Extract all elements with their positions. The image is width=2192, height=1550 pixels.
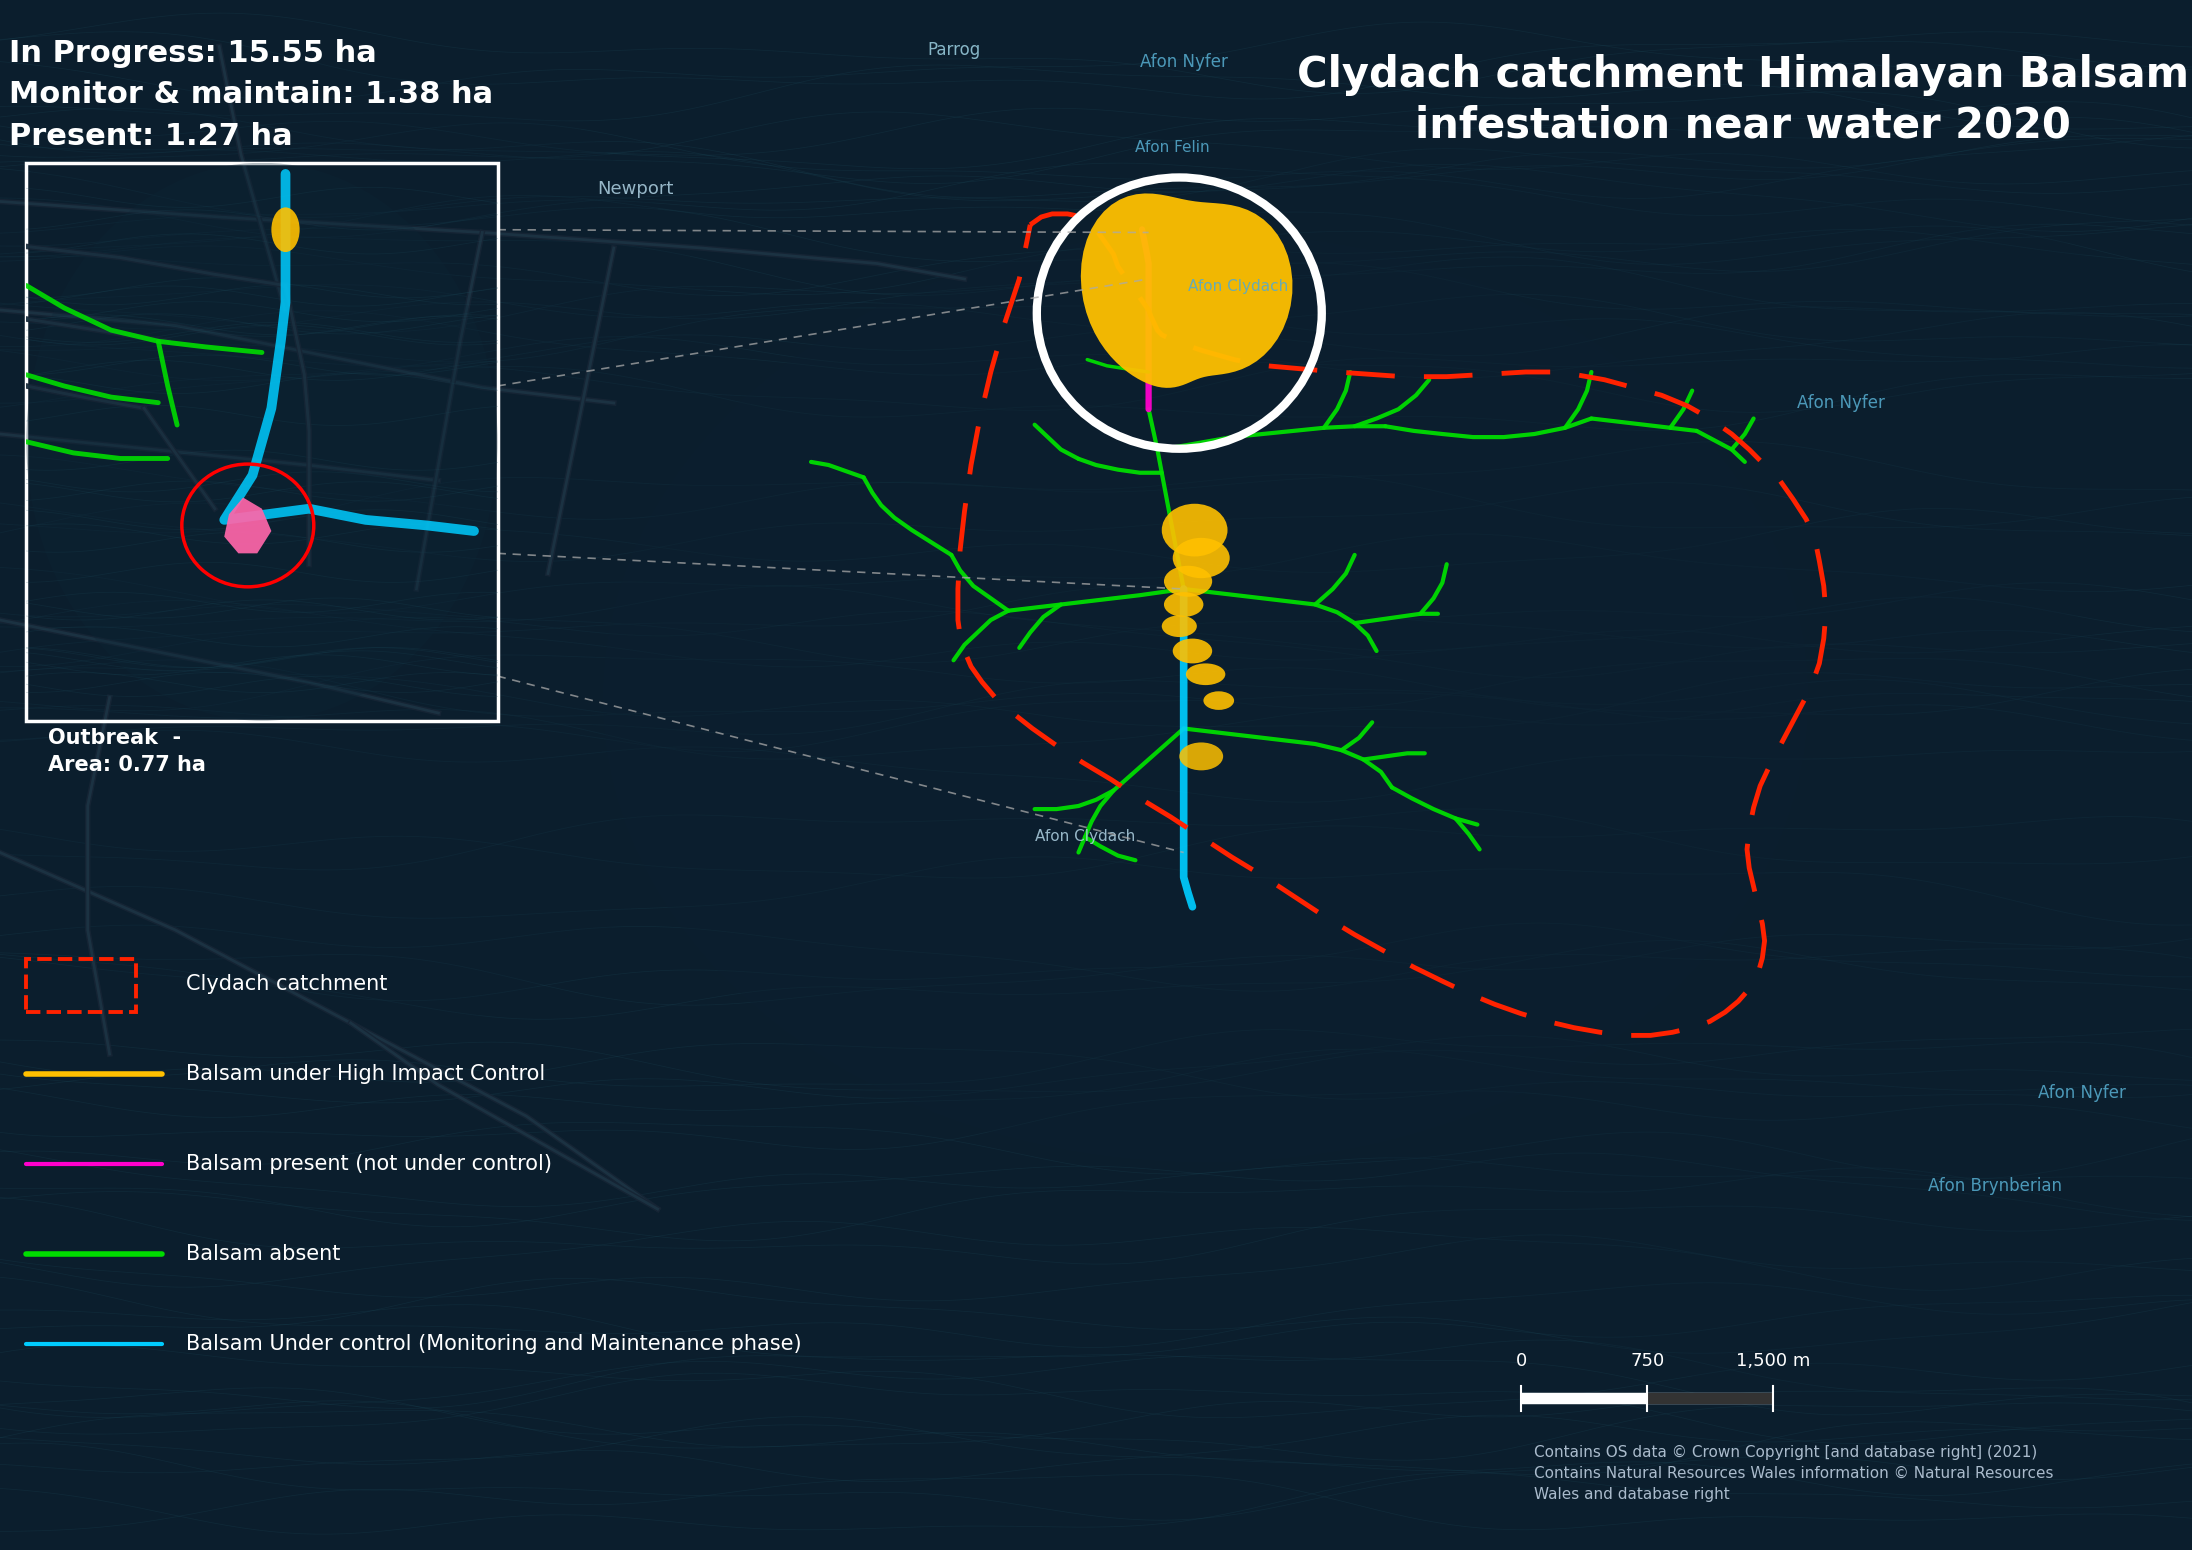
Ellipse shape [1162, 504, 1228, 556]
Ellipse shape [1337, 535, 2192, 1387]
Ellipse shape [1164, 592, 1203, 617]
Text: Outbreak  -
Area: 0.77 ha: Outbreak - Area: 0.77 ha [48, 728, 206, 775]
Polygon shape [224, 498, 272, 553]
Ellipse shape [1186, 663, 1225, 685]
Text: Afon Clydach: Afon Clydach [1035, 829, 1135, 845]
Ellipse shape [603, 232, 1808, 1162]
Text: Afon Nyfer: Afon Nyfer [2039, 1083, 2126, 1102]
Ellipse shape [272, 208, 300, 253]
Ellipse shape [975, 109, 2181, 760]
Text: Clydach catchment: Clydach catchment [186, 975, 388, 994]
Text: Afon Felin: Afon Felin [1135, 140, 1210, 155]
Ellipse shape [1162, 615, 1197, 637]
Ellipse shape [1164, 566, 1212, 597]
Ellipse shape [1173, 639, 1212, 663]
Ellipse shape [1173, 538, 1230, 578]
Text: Parrog: Parrog [927, 40, 980, 59]
Text: Afon Brynberian: Afon Brynberian [1927, 1176, 2063, 1195]
Text: Clydach catchment Himalayan Balsam
infestation near water 2020: Clydach catchment Himalayan Balsam infes… [1298, 54, 2188, 147]
Polygon shape [1081, 194, 1293, 388]
Text: 0: 0 [1515, 1352, 1528, 1370]
Text: Balsam Under control (Monitoring and Maintenance phase): Balsam Under control (Monitoring and Mai… [186, 1335, 802, 1353]
Text: Balsam present (not under control): Balsam present (not under control) [186, 1155, 552, 1173]
Text: In Progress: 15.55 ha
Monitor & maintain: 1.38 ha
Present: 1.27 ha: In Progress: 15.55 ha Monitor & maintain… [9, 39, 493, 150]
Text: Afon Nyfer: Afon Nyfer [1797, 394, 1885, 412]
Text: Contains OS data © Crown Copyright [and database right] (2021)
Contains Natural : Contains OS data © Crown Copyright [and … [1534, 1445, 2054, 1502]
Text: Afon Clydach: Afon Clydach [1188, 279, 1289, 294]
Text: Afon Nyfer: Afon Nyfer [1140, 53, 1228, 71]
Text: 750: 750 [1631, 1352, 1664, 1370]
Text: Newport: Newport [598, 180, 673, 198]
Ellipse shape [1179, 742, 1223, 770]
Ellipse shape [26, 163, 498, 721]
Ellipse shape [1203, 691, 1234, 710]
Text: Balsam absent: Balsam absent [186, 1245, 340, 1263]
Ellipse shape [0, 39, 767, 1046]
Text: Balsam under High Impact Control: Balsam under High Impact Control [186, 1065, 546, 1083]
Text: 1,500 m: 1,500 m [1736, 1352, 1811, 1370]
